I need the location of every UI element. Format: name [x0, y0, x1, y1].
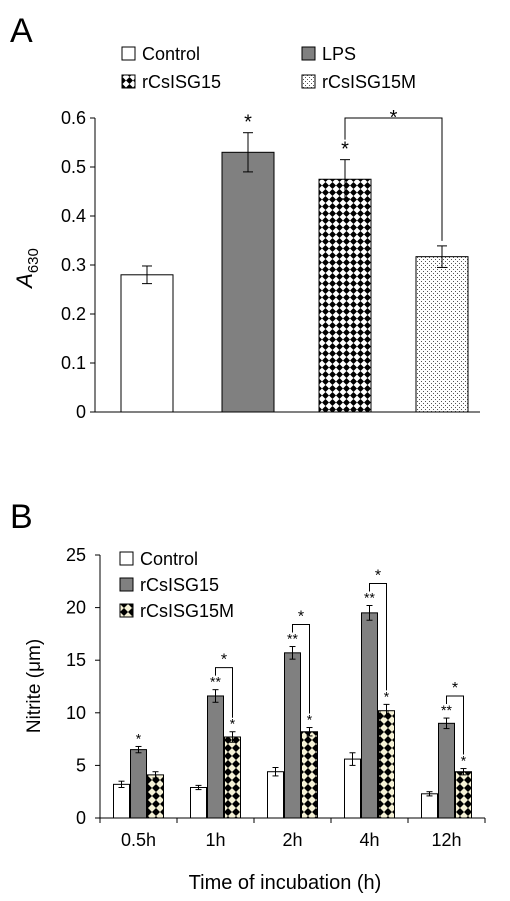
panel-a: A Control LPS rCsISG15 rCsISG15M A630 00… [10, 12, 480, 422]
significance-lps: * [244, 112, 252, 134]
legend-swatch-rcsisg15 [120, 578, 133, 591]
bar-rcsisg15-0-5h [131, 750, 147, 818]
x-tick-label-1h: 1h [205, 830, 225, 850]
legend-swatch-rcsisg15m [120, 604, 133, 617]
bar-control-1h [191, 787, 207, 818]
bar-control-0-5h [114, 784, 130, 818]
x-axis-ticks: 0.5h 1h 2h 4h 12h [100, 818, 485, 850]
y-tick-label-6: 0.6 [61, 108, 86, 128]
panel-b-label: B [10, 498, 33, 536]
panel-a-legend: Control LPS rCsISG15 rCsISG15M [122, 44, 416, 92]
x-tick-label-2h: 2h [282, 830, 302, 850]
svg-text:A630: A630 [12, 248, 42, 290]
bar-rcsisg15m-4h [379, 711, 395, 818]
bar-rcsisg15m-2h [302, 732, 318, 818]
bar-control [121, 275, 173, 412]
legend-swatch-control [120, 552, 133, 565]
y-tick-label-3: 15 [66, 650, 86, 670]
comparison-bracket-label-12h: * [452, 680, 458, 697]
legend-swatch-control [122, 47, 135, 60]
legend-label-rcsisg15: rCsISG15 [142, 72, 221, 92]
y-tick-label-2: 10 [66, 703, 86, 723]
bar-rcsisg15m-1h [225, 737, 241, 818]
significance-rcsisg15-2h: ** [287, 631, 298, 647]
y-axis-title: Nitrite (μm) [24, 639, 45, 733]
significance-rcsisg15m-12h: * [461, 753, 467, 769]
legend-label-lps: LPS [322, 44, 356, 64]
significance-rcsisg15-4h: ** [364, 589, 375, 605]
legend-label-rcsisg15m: rCsISG15M [322, 72, 416, 92]
y-tick-label-2: 0.2 [61, 304, 86, 324]
y-axis-title-base: A [12, 273, 37, 290]
y-axis-title-text: Nitrite (μm) [24, 639, 45, 733]
significance-rcsisg15m-1h: * [230, 716, 236, 732]
comparison-bracket-label-4h: * [375, 567, 381, 584]
y-tick-label-1: 0.1 [61, 353, 86, 373]
x-tick-label-12h: 12h [431, 830, 461, 850]
y-tick-label-3: 0.3 [61, 255, 86, 275]
significance-rcsisg15: * [341, 139, 349, 161]
bar-lps [222, 152, 274, 412]
significance-rcsisg15-12h: ** [441, 702, 452, 718]
y-tick-label-5: 0.5 [61, 157, 86, 177]
bar-rcsisg15-12h [439, 723, 455, 818]
bar-rcsisg15m-0-5h [148, 775, 164, 818]
panel-b: B Control rCsISG15 rCsISG15M Nitrite (μm… [10, 498, 485, 894]
bar-control-12h [422, 794, 438, 818]
legend-label-rcsisg15m: rCsISG15M [140, 601, 234, 621]
comparison-bracket-label: * [390, 107, 398, 129]
legend-label-control: Control [142, 44, 200, 64]
x-tick-label-0-5h: 0.5h [121, 830, 156, 850]
bar-rcsisg15 [319, 179, 371, 412]
y-axis-title-subscript: 630 [25, 248, 42, 273]
bar-rcsisg15m-12h [456, 772, 472, 818]
panel-a-label: A [10, 12, 33, 50]
legend-label-rcsisg15: rCsISG15 [140, 575, 219, 595]
significance-rcsisg15-1h: ** [210, 674, 221, 690]
y-tick-label-4: 0.4 [61, 206, 86, 226]
bar-rcsisg15-4h [362, 613, 378, 818]
y-axis-ticks: 0 0.1 0.2 0.3 0.4 0.5 0.6 [61, 108, 95, 422]
legend-swatch-rcsisg15 [122, 75, 135, 88]
bars [121, 133, 468, 412]
significance-rcsisg15m-2h: * [307, 712, 313, 728]
significance-rcsisg15-0-5h: * [136, 730, 142, 746]
bar-rcsisg15-1h [208, 696, 224, 818]
panel-b-legend: Control rCsISG15 rCsISG15M [120, 549, 234, 621]
comparison-bracket-label-1h: * [221, 652, 227, 669]
y-tick-label-1: 5 [76, 755, 86, 775]
x-tick-label-4h: 4h [359, 830, 379, 850]
y-tick-label-0: 0 [76, 402, 86, 422]
bar-rcsisg15m [416, 257, 468, 412]
bar-control-4h [345, 759, 361, 818]
legend-label-control: Control [140, 549, 198, 569]
legend-swatch-rcsisg15m [302, 75, 315, 88]
bar-rcsisg15-2h [285, 653, 301, 818]
x-axis-title: Time of incubation (h) [189, 872, 382, 894]
legend-swatch-lps [302, 47, 315, 60]
y-tick-label-4: 20 [66, 598, 86, 618]
significance-rcsisg15m-4h: * [384, 688, 390, 704]
comparison-bracket-label-2h: * [298, 609, 304, 626]
y-axis-title: A630 [12, 248, 42, 290]
y-tick-label-5: 25 [66, 545, 86, 565]
y-axis-ticks: 0 5 10 15 20 25 [66, 545, 100, 828]
y-tick-label-0: 0 [76, 808, 86, 828]
bar-control-2h [268, 772, 284, 818]
